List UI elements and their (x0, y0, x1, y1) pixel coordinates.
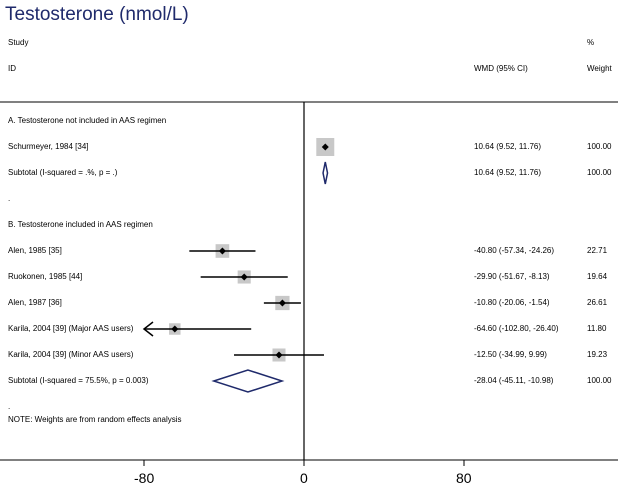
study-ci: -12.50 (-34.99, 9.99) (474, 350, 547, 359)
study-weight: 26.61 (587, 298, 608, 307)
subtotal-ci: -28.04 (-45.11, -10.98) (474, 376, 554, 385)
point-estimate (240, 273, 248, 281)
subtotal-weight: 100.00 (587, 376, 612, 385)
study-ci: -29.90 (-51.67, -8.13) (474, 272, 550, 281)
study-label: Karila, 2004 [39] (Minor AAS users) (8, 350, 134, 359)
subtotal-label: Subtotal (I-squared = 75.5%, p = 0.003) (8, 376, 149, 385)
chart-title: Testosterone (nmol/L) (5, 4, 189, 25)
header-weight: Weight (587, 64, 612, 73)
study-ci: -10.80 (-20.06, -1.54) (474, 298, 550, 307)
footnote: NOTE: Weights are from random effects an… (8, 415, 182, 424)
header-wmd: WMD (95% CI) (474, 64, 528, 73)
point-estimate (321, 143, 329, 151)
study-weight: 11.80 (587, 324, 607, 333)
group-b-label: B. Testosterone included in AAS regimen (8, 220, 153, 229)
spacer-dot: . (8, 194, 11, 203)
x-tick-label: -80 (134, 470, 155, 486)
header-study-top: Study (8, 38, 29, 47)
point-estimate (218, 247, 226, 255)
study-weight: 100.00 (587, 142, 612, 151)
study-label: Alen, 1987 [36] (8, 298, 62, 307)
study-label: Karila, 2004 [39] (Major AAS users) (8, 324, 134, 333)
subtotal-ci: 10.64 (9.52, 11.76) (474, 168, 542, 177)
header-study: ID (8, 64, 16, 73)
subtotal-diamond (211, 369, 285, 393)
study-label: Schurmeyer, 1984 [34] (8, 142, 89, 151)
x-tick-label: 0 (300, 470, 308, 486)
subtotal-diamond (322, 161, 329, 185)
study-label: Ruokonen, 1985 [44] (8, 272, 83, 281)
subtotal-label: Subtotal (I-squared = .%, p = .) (8, 168, 118, 177)
study-ci: 10.64 (9.52, 11.76) (474, 142, 542, 151)
spacer-dot: . (8, 402, 11, 411)
point-estimate (171, 325, 179, 333)
truncation-arrow (142, 321, 154, 337)
study-label: Alen, 1985 [35] (8, 246, 62, 255)
subtotal-weight: 100.00 (587, 168, 612, 177)
x-tick-label: 80 (456, 470, 472, 486)
header-weight-top: % (587, 38, 595, 47)
study-ci: -64.60 (-102.80, -26.40) (474, 324, 559, 333)
group-a-label: A. Testosterone not included in AAS regi… (8, 116, 167, 125)
point-estimate (275, 351, 283, 359)
study-weight: 19.23 (587, 350, 608, 359)
study-weight: 19.64 (587, 272, 608, 281)
study-ci: -40.80 (-57.34, -24.26) (474, 246, 555, 255)
point-estimate (278, 299, 286, 307)
study-weight: 22.71 (587, 246, 608, 255)
